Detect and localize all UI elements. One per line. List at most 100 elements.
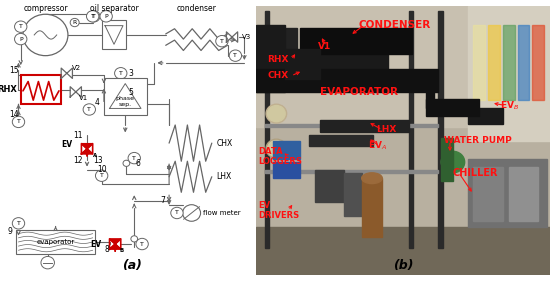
Circle shape	[12, 116, 25, 128]
Bar	[265, 170, 438, 173]
Polygon shape	[109, 244, 121, 249]
Bar	[509, 167, 538, 221]
Bar	[300, 28, 412, 54]
Bar	[518, 25, 530, 100]
Text: V3: V3	[242, 34, 251, 40]
Circle shape	[267, 141, 285, 157]
Text: evaporator: evaporator	[36, 239, 75, 245]
Text: 6: 6	[135, 159, 140, 168]
Text: LHX: LHX	[216, 172, 232, 181]
Text: (b): (b)	[393, 260, 413, 272]
Bar	[321, 120, 409, 132]
Bar	[256, 69, 438, 92]
Text: WATER PUMP: WATER PUMP	[444, 136, 512, 145]
Text: EV$_B$: EV$_B$	[500, 99, 519, 112]
Circle shape	[267, 106, 285, 122]
Circle shape	[229, 50, 241, 61]
Text: 13: 13	[94, 156, 103, 165]
Text: P: P	[104, 14, 108, 19]
Bar	[426, 99, 480, 116]
Text: EV: EV	[91, 239, 102, 248]
FancyBboxPatch shape	[21, 75, 61, 104]
Text: EV: EV	[61, 140, 73, 149]
Text: RHX: RHX	[267, 55, 289, 64]
Text: sep.: sep.	[119, 102, 132, 107]
Bar	[468, 108, 503, 124]
Bar	[409, 11, 413, 248]
Bar	[488, 25, 500, 100]
Circle shape	[23, 14, 68, 56]
FancyBboxPatch shape	[16, 230, 95, 254]
Text: T: T	[19, 24, 23, 29]
Bar	[267, 28, 297, 71]
Bar	[532, 25, 544, 100]
Text: R: R	[73, 20, 77, 25]
Circle shape	[131, 236, 138, 242]
Text: 14: 14	[9, 110, 19, 119]
Bar	[362, 178, 382, 237]
Text: compressor: compressor	[23, 4, 68, 13]
Bar	[256, 227, 550, 275]
Circle shape	[70, 19, 79, 27]
Circle shape	[128, 152, 140, 164]
Circle shape	[216, 36, 228, 47]
Text: 3: 3	[129, 69, 134, 78]
Circle shape	[136, 238, 148, 250]
Text: phase: phase	[116, 96, 135, 101]
Circle shape	[123, 160, 130, 167]
Bar	[256, 25, 285, 92]
Circle shape	[266, 104, 287, 123]
Text: EV$_A$: EV$_A$	[367, 140, 387, 152]
Circle shape	[86, 11, 99, 22]
Polygon shape	[109, 239, 121, 244]
Bar	[474, 25, 485, 100]
Bar	[256, 6, 550, 127]
Text: T: T	[16, 119, 20, 124]
Text: T: T	[100, 173, 103, 178]
Bar	[468, 6, 550, 141]
Text: (a): (a)	[122, 259, 142, 272]
Circle shape	[183, 205, 201, 221]
Text: EVAPORATOR: EVAPORATOR	[321, 87, 399, 97]
Text: CONDENSER: CONDENSER	[359, 20, 431, 30]
Circle shape	[83, 104, 96, 115]
Bar	[285, 49, 321, 79]
Circle shape	[14, 21, 27, 32]
Text: T: T	[140, 242, 144, 247]
Text: CHX: CHX	[216, 139, 233, 148]
Bar	[256, 53, 388, 71]
Text: T: T	[175, 210, 179, 216]
Bar	[468, 159, 547, 227]
Bar	[438, 11, 443, 248]
Bar	[265, 11, 269, 248]
Text: V1: V1	[79, 95, 89, 101]
Circle shape	[266, 139, 287, 158]
Text: RHX: RHX	[0, 85, 18, 94]
Text: DATA
LOGGERS: DATA LOGGERS	[258, 147, 303, 166]
Text: A: A	[92, 152, 97, 158]
Circle shape	[12, 218, 25, 229]
Text: T: T	[119, 71, 123, 76]
Ellipse shape	[362, 173, 382, 184]
Text: T: T	[220, 39, 224, 44]
Circle shape	[170, 207, 183, 219]
Text: condenser: condenser	[176, 4, 216, 13]
Text: B: B	[120, 248, 124, 253]
Circle shape	[96, 170, 108, 181]
Text: 10: 10	[97, 165, 107, 174]
Polygon shape	[81, 149, 92, 154]
Text: T: T	[16, 221, 20, 226]
Bar	[315, 170, 344, 202]
Text: 15: 15	[9, 66, 19, 75]
Text: T: T	[233, 53, 238, 58]
Text: T: T	[92, 14, 96, 19]
Text: 5: 5	[129, 88, 133, 97]
Text: V2: V2	[73, 65, 81, 71]
Bar	[474, 167, 503, 221]
Text: 7: 7	[160, 196, 165, 205]
Circle shape	[441, 151, 465, 173]
Circle shape	[114, 68, 127, 79]
Text: T: T	[91, 14, 95, 19]
Circle shape	[41, 257, 54, 269]
Bar	[265, 124, 438, 127]
